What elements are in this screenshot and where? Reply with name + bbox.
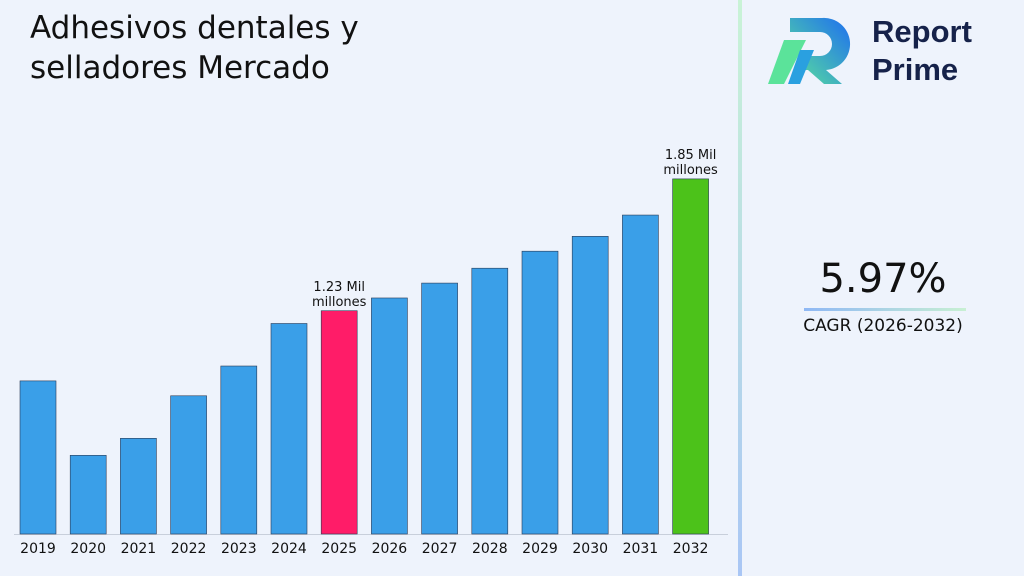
bar xyxy=(521,250,559,535)
bar xyxy=(19,380,57,535)
x-tick-label: 2019 xyxy=(20,541,56,557)
x-tick-label: 2027 xyxy=(422,541,458,557)
kpi-underline xyxy=(804,308,966,311)
divider xyxy=(738,0,742,576)
bar xyxy=(270,323,308,535)
brand-line: Report xyxy=(872,14,972,49)
value-label: 1.23 Mil millones xyxy=(311,279,367,310)
kpi-label: CAGR (2026-2032) xyxy=(803,316,963,336)
x-tick-label: 2020 xyxy=(70,541,106,557)
kpi-value: 5.97% xyxy=(819,256,947,302)
bar xyxy=(170,395,207,535)
bar xyxy=(672,178,709,535)
logo-mark xyxy=(768,17,851,84)
bar xyxy=(622,214,659,535)
bar xyxy=(320,310,358,535)
bar xyxy=(220,365,258,535)
bar xyxy=(571,236,609,535)
chart-title: Adhesivos dentales y selladores Mercado xyxy=(30,10,359,86)
brand-line: Prime xyxy=(872,52,959,87)
bar xyxy=(371,297,408,535)
bar xyxy=(421,282,458,535)
x-tick-label: 2031 xyxy=(623,541,659,557)
x-tick-label: 2023 xyxy=(221,541,257,557)
x-tick-label: 2028 xyxy=(472,541,508,557)
x-tick-label: 2025 xyxy=(321,541,357,557)
x-tick-label: 2030 xyxy=(572,541,608,557)
value-label: 1.85 Mil millones xyxy=(663,147,718,178)
bar xyxy=(120,438,157,535)
x-tick-label: 2022 xyxy=(171,541,207,557)
x-tick-label: 2024 xyxy=(271,541,307,557)
x-tick-label: 2021 xyxy=(121,541,157,557)
bar xyxy=(471,267,509,535)
x-tick-label: 2029 xyxy=(522,541,558,557)
bar xyxy=(69,455,107,535)
x-tick-label: 2026 xyxy=(372,541,408,557)
x-tick-label: 2032 xyxy=(673,541,709,557)
